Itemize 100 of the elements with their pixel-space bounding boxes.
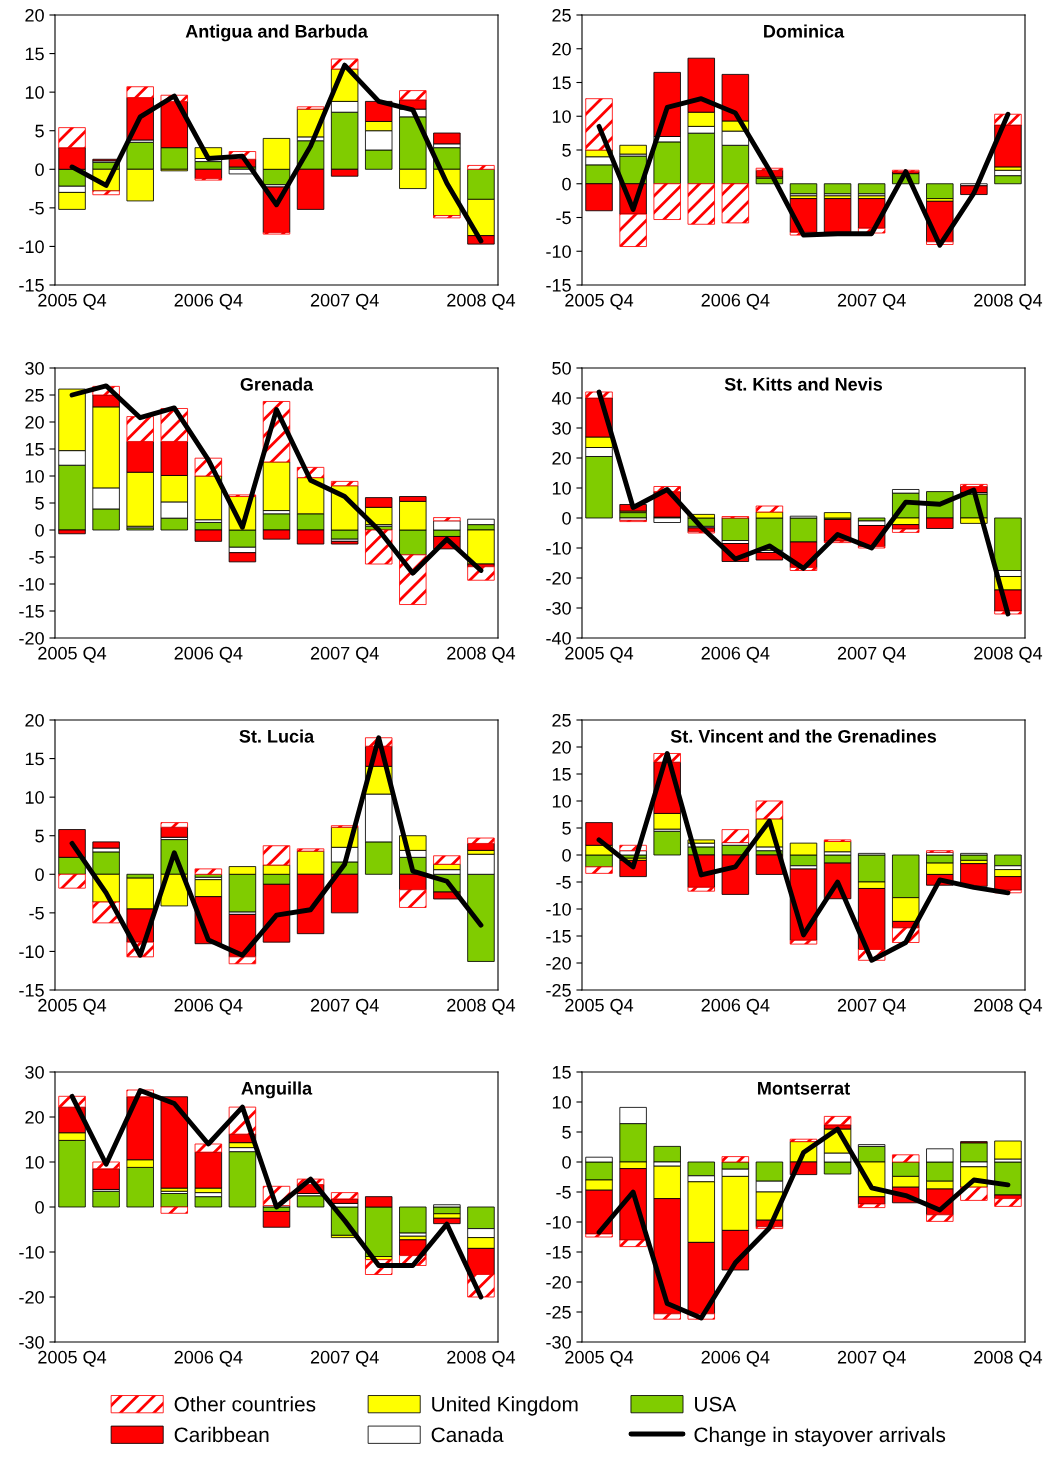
x-tick-label: 2007 Q4	[837, 293, 906, 310]
y-tick-label: 0	[35, 868, 44, 882]
x-tick-label: 2006 Q4	[701, 1350, 770, 1367]
y-tick-label: 25	[552, 8, 571, 22]
x-tick-label: 2008 Q4	[447, 646, 516, 663]
chart-title: St. Lucia	[239, 729, 315, 743]
y-tick-label: 10	[25, 469, 44, 483]
y-tick-label: -15	[546, 279, 571, 292]
y-tick-label: 0	[562, 1155, 571, 1169]
y-tick-label: 25	[552, 713, 571, 727]
y-tick-label: 20	[25, 713, 44, 727]
y-tick-label: 10	[552, 481, 571, 495]
legend-label: Caribbean	[174, 1426, 269, 1443]
chart-title: St. Kitts and Nevis	[724, 377, 883, 391]
y-tick-label: -30	[546, 1335, 571, 1349]
y-tick-label: -10	[19, 577, 44, 591]
chart-title: Montserrat	[758, 1082, 850, 1095]
y-tick-label: 20	[552, 740, 571, 754]
y-tick-label: 0	[562, 511, 571, 525]
x-tick-label: 2007 Q4	[310, 646, 379, 663]
y-tick-label: -10	[546, 245, 571, 258]
y-tick-label: -20	[546, 571, 571, 585]
y-tick-label: 5	[35, 829, 44, 843]
x-tick-label: 2006 Q4	[174, 293, 243, 310]
x-tick-label: 2006 Q4	[174, 646, 243, 663]
y-tick-label: -25	[546, 1305, 571, 1319]
y-tick-label: 0	[562, 848, 571, 862]
y-tick-label: 10	[552, 110, 571, 123]
chart-title: Dominica	[764, 24, 845, 38]
y-tick-label: 30	[25, 1065, 44, 1079]
legend-label: Change in stayover arrivals	[694, 1426, 946, 1447]
y-tick-label: 15	[25, 443, 44, 456]
y-tick-label: 15	[552, 1066, 571, 1079]
x-tick-label: 2006 Q4	[174, 1350, 243, 1367]
y-tick-label: 20	[552, 451, 571, 465]
y-tick-label: 20	[25, 415, 44, 429]
y-tick-label: -10	[546, 541, 571, 555]
y-tick-label: -20	[19, 1290, 44, 1304]
x-tick-label: 2005 Q4	[565, 646, 634, 663]
y-tick-label: 15	[25, 47, 44, 61]
y-tick-label: -15	[546, 1246, 571, 1259]
x-tick-label: 2005 Q4	[565, 1350, 634, 1367]
y-tick-label: -25	[546, 983, 571, 997]
x-tick-label: 2006 Q4	[174, 998, 243, 1015]
x-tick-label: 2007 Q4	[837, 998, 906, 1015]
y-tick-label: -20	[19, 631, 44, 645]
y-tick-label: 0	[562, 177, 571, 191]
y-tick-label: -5	[556, 876, 571, 889]
y-tick-label: 20	[552, 42, 571, 56]
chart-title: St. Vincent and the Grenadines	[670, 729, 937, 743]
y-tick-label: 30	[552, 421, 571, 435]
x-tick-label: 2007 Q4	[310, 998, 379, 1015]
x-tick-label: 2005 Q4	[38, 293, 107, 310]
y-tick-label: 5	[562, 1126, 571, 1139]
y-tick-label: 20	[25, 8, 44, 22]
x-tick-label: 2008 Q4	[974, 293, 1043, 310]
y-tick-label: 15	[552, 768, 571, 781]
y-tick-label: 0	[35, 1200, 44, 1214]
y-tick-label: -15	[19, 984, 44, 997]
y-tick-label: -10	[19, 1245, 44, 1259]
x-tick-label: 2006 Q4	[701, 998, 770, 1015]
y-tick-label: 25	[25, 388, 44, 402]
y-tick-label: -20	[546, 1275, 571, 1289]
y-tick-label: 40	[551, 391, 571, 405]
y-tick-label: 20	[25, 1110, 44, 1124]
x-tick-label: 2008 Q4	[447, 1350, 516, 1367]
y-tick-label: -15	[546, 930, 571, 943]
x-tick-label: 2005 Q4	[38, 1350, 107, 1367]
y-tick-label: 5	[35, 497, 44, 510]
y-tick-label: 10	[25, 1155, 44, 1169]
y-tick-label: -10	[19, 240, 44, 254]
y-tick-label: -5	[29, 551, 44, 564]
legend-label: Canada	[431, 1426, 504, 1443]
y-tick-label: -20	[546, 956, 571, 970]
legend-label: Other countries	[174, 1396, 316, 1412]
x-tick-label: 2008 Q4	[974, 1350, 1043, 1367]
y-tick-label: -5	[556, 1186, 571, 1199]
y-tick-label: 5	[35, 124, 44, 138]
y-tick-label: -10	[19, 945, 44, 959]
legend-label: USA	[695, 1396, 737, 1412]
legend-label: United Kingdom	[432, 1396, 578, 1416]
y-tick-label: 10	[25, 86, 44, 99]
x-tick-label: 2008 Q4	[974, 646, 1043, 663]
y-tick-label: -40	[546, 631, 571, 645]
y-tick-label: 10	[25, 791, 44, 804]
y-tick-label: 50	[552, 361, 571, 375]
y-tick-label: 15	[25, 752, 44, 766]
y-tick-label: -15	[19, 279, 44, 292]
y-tick-label: 30	[25, 361, 44, 375]
x-tick-label: 2005 Q4	[565, 293, 634, 310]
y-tick-label: -5	[29, 906, 44, 920]
x-tick-label: 2005 Q4	[38, 998, 107, 1015]
y-tick-label: -30	[546, 601, 571, 615]
x-tick-label: 2008 Q4	[447, 998, 516, 1015]
chart-title: Grenada	[240, 377, 314, 391]
x-tick-label: 2006 Q4	[701, 293, 770, 310]
x-tick-label: 2007 Q4	[837, 1350, 906, 1367]
y-tick-label: 5	[562, 822, 571, 835]
x-tick-label: 2006 Q4	[701, 646, 770, 663]
x-tick-label: 2005 Q4	[38, 646, 107, 663]
